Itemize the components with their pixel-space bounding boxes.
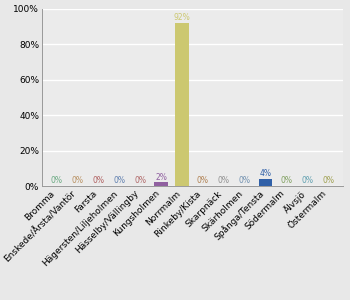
Text: 0%: 0% [71,176,84,185]
Bar [259,179,272,186]
Text: 0%: 0% [281,176,293,185]
Text: 2%: 2% [155,172,167,182]
Text: 0%: 0% [301,176,314,185]
Text: 4%: 4% [260,169,272,178]
Text: 0%: 0% [239,176,251,185]
Text: 0%: 0% [51,176,63,185]
Text: 0%: 0% [92,176,104,185]
Text: 0%: 0% [322,176,334,185]
Text: 0%: 0% [197,176,209,185]
Text: 0%: 0% [113,176,125,185]
Bar [154,182,168,186]
Bar [175,23,189,186]
Text: 0%: 0% [218,176,230,185]
Text: 0%: 0% [134,176,146,185]
Text: 92%: 92% [174,13,190,22]
